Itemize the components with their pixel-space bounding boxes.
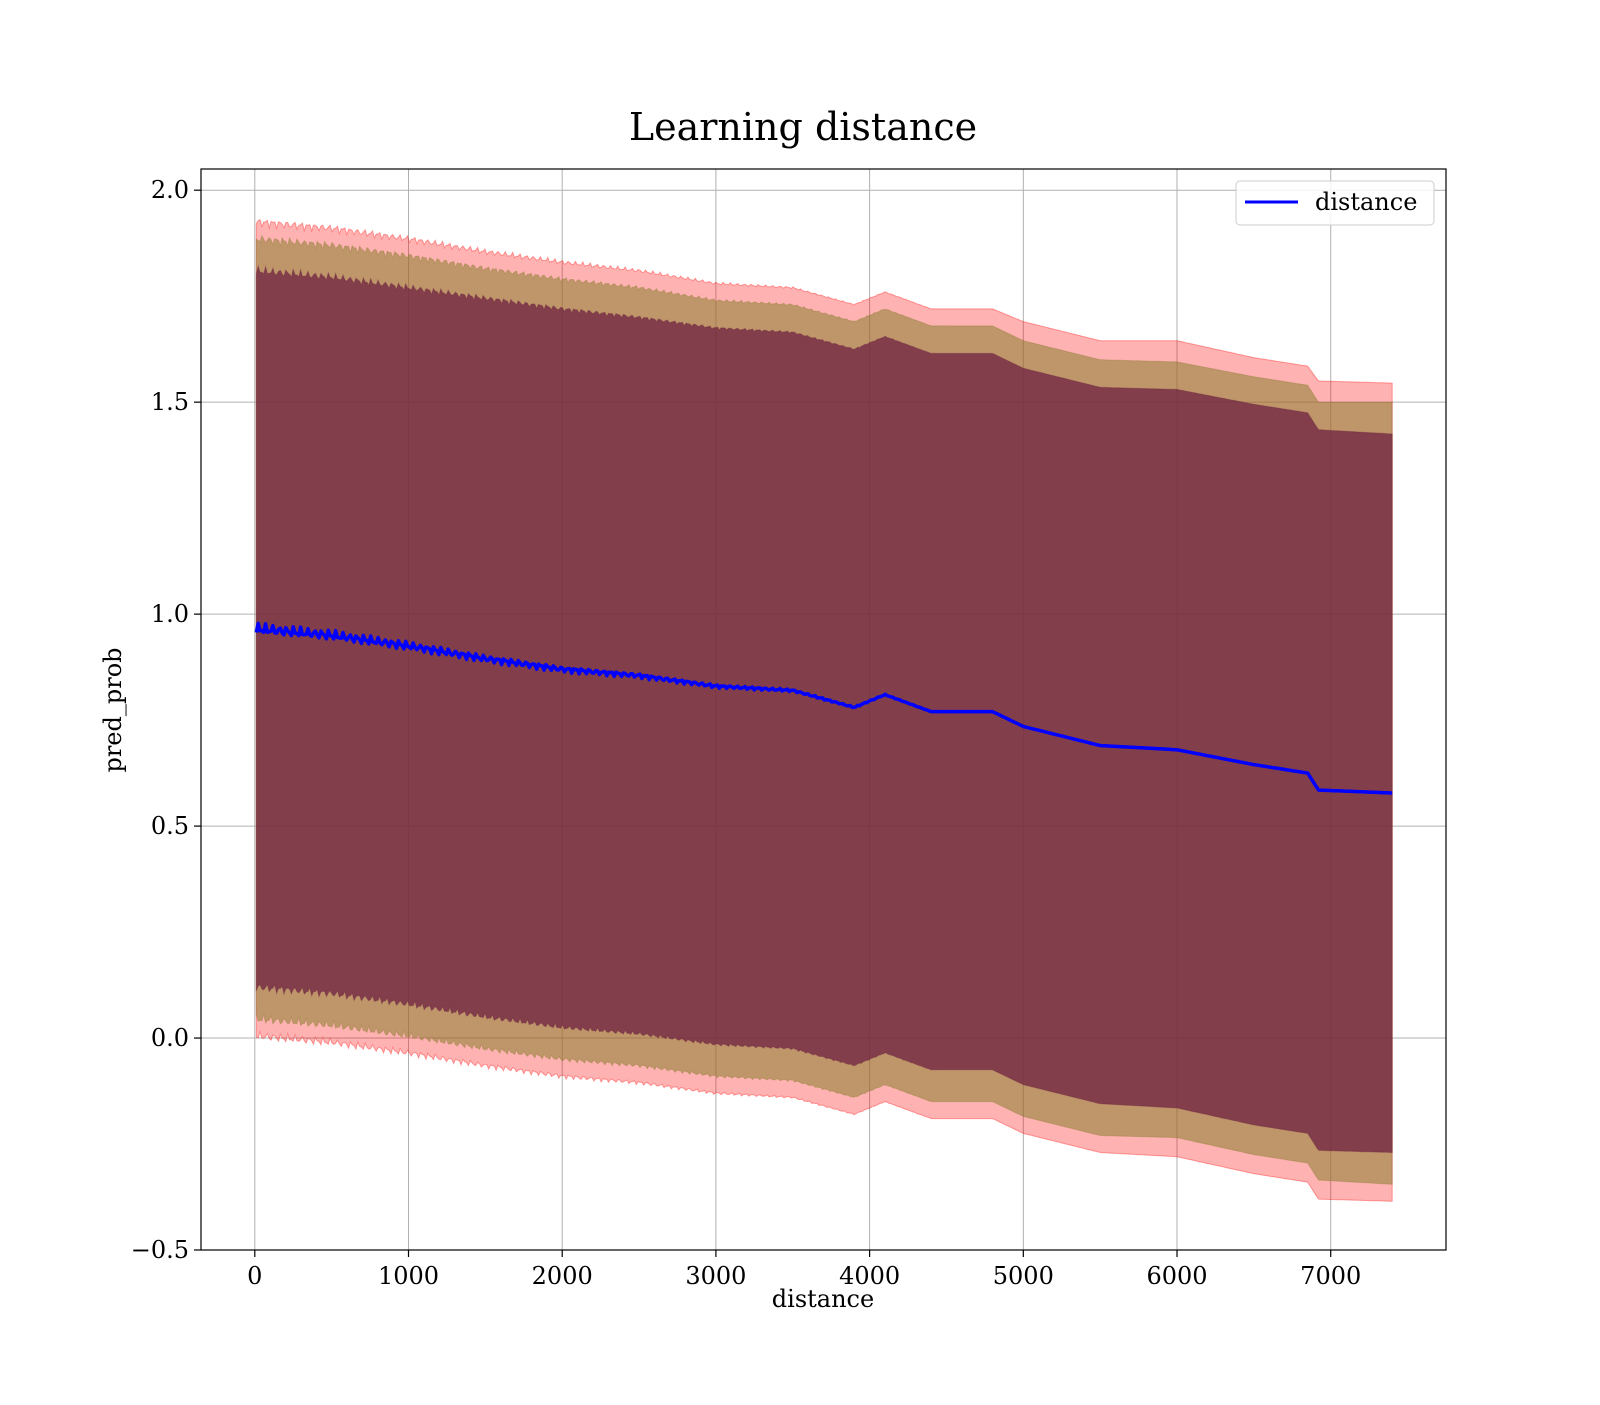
x-tick-label-7: 7000 xyxy=(1300,1262,1361,1290)
legend: distance xyxy=(1235,180,1435,226)
x-tick-label-0: 0 xyxy=(247,1262,262,1290)
plot-frame xyxy=(200,168,1447,1251)
y-tick-label-2: 0.5 xyxy=(151,812,189,840)
chart-title: Learning distance xyxy=(629,105,977,149)
legend-label-distance: distance xyxy=(1315,188,1417,216)
x-tick-label-3: 3000 xyxy=(685,1262,746,1290)
x-tick-label-4: 4000 xyxy=(839,1262,900,1290)
y-tick-label-4: 1.5 xyxy=(151,388,189,416)
series-line-distance xyxy=(254,621,1393,795)
x-tick-label-6: 6000 xyxy=(1146,1262,1207,1290)
y-axis-label: pred_prob xyxy=(99,647,127,772)
legend-box xyxy=(1235,180,1435,226)
y-axis-ticks: −0.5 0.0 0.5 1.0 1.5 2.0 xyxy=(131,176,201,1264)
x-axis-ticks: 0 1000 2000 3000 4000 5000 6000 7000 xyxy=(247,1250,1361,1290)
x-tick-label-2: 2000 xyxy=(532,1262,593,1290)
y-tick-label-1: 0.0 xyxy=(151,1024,189,1052)
confidence-band-3 xyxy=(255,264,1393,1153)
x-tick-label-1: 1000 xyxy=(378,1262,439,1290)
x-tick-label-5: 5000 xyxy=(993,1262,1054,1290)
y-tick-label-3: 1.0 xyxy=(151,600,189,628)
y-tick-label-0: −0.5 xyxy=(131,1236,189,1264)
y-tick-label-5: 2.0 xyxy=(151,176,189,204)
series-lines xyxy=(254,621,1393,795)
x-axis-label: distance xyxy=(772,1285,874,1313)
confidence-bands xyxy=(255,218,1393,1202)
